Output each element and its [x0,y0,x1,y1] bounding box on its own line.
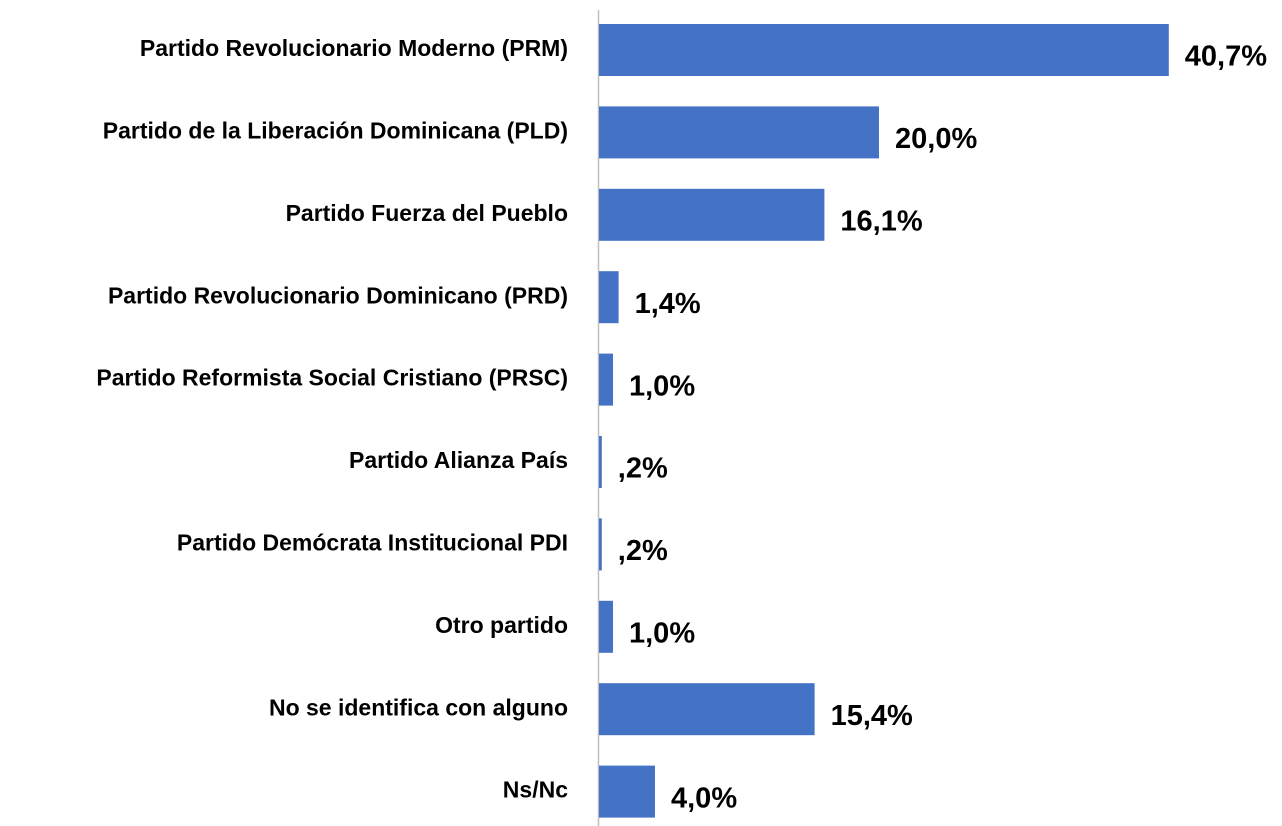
value-label: 1,0% [629,617,695,649]
bar [599,353,613,406]
bar [599,271,619,324]
value-label: 1,4% [635,288,701,320]
value-label: 16,1% [840,205,922,237]
bar [599,600,613,653]
category-label: No se identifica con alguno [269,694,568,720]
bar [599,518,602,571]
category-label: Partido Reformista Social Cristiano (PRS… [96,365,568,391]
category-label: Partido Demócrata Institucional PDI [177,529,568,555]
category-label: Partido Fuerza del Pueblo [286,200,568,226]
category-label: Partido de la Liberación Dominicana (PLD… [103,117,568,143]
bar [599,683,815,736]
bar [599,765,655,818]
value-label: 4,0% [671,782,737,814]
value-label: ,2% [618,453,668,485]
value-label: 40,7% [1185,41,1267,73]
bar [599,436,602,488]
value-label: 15,4% [831,700,913,732]
bar [599,188,825,241]
category-label: Partido Revolucionario Dominicano (PRD) [108,282,568,308]
value-label: 20,0% [895,123,977,155]
category-label: Partido Alianza País [349,447,568,473]
category-label: Ns/Nc [503,777,568,803]
value-label: ,2% [618,535,668,567]
value-label: 1,0% [629,370,695,402]
bar [599,106,879,159]
category-label: Otro partido [435,612,568,638]
category-label: Partido Revolucionario Moderno (PRM) [140,35,568,61]
bar [599,24,1169,76]
